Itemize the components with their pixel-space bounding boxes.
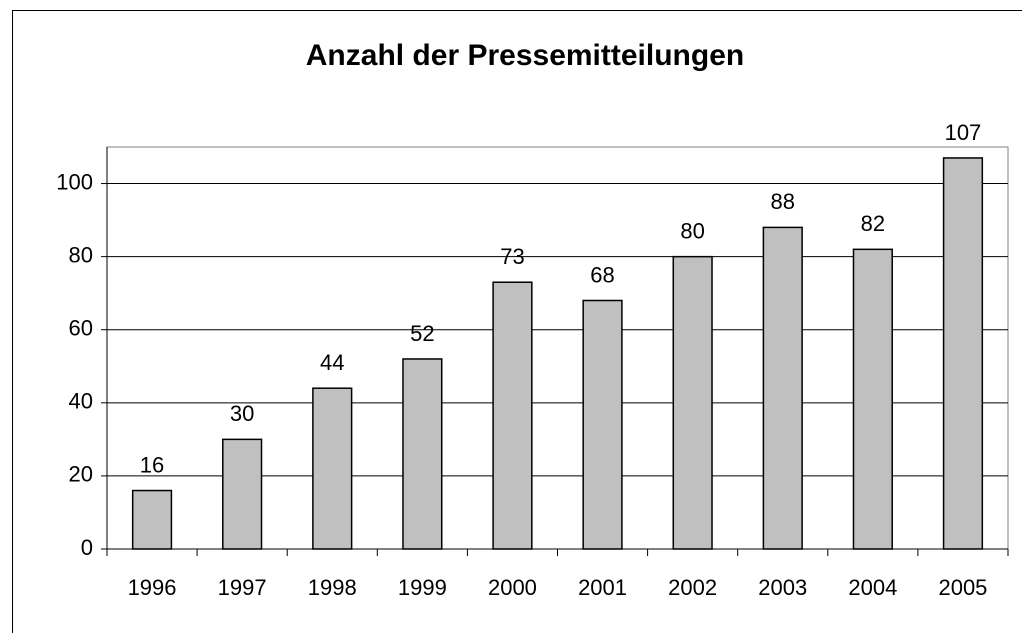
data-label: 30 — [230, 401, 254, 426]
data-label: 88 — [771, 189, 795, 214]
data-label: 73 — [500, 244, 524, 269]
x-tick-label: 1999 — [398, 575, 447, 600]
x-tick-label: 2000 — [488, 575, 537, 600]
x-tick-label: 2002 — [668, 575, 717, 600]
bar — [312, 387, 353, 550]
data-label: 82 — [861, 211, 885, 236]
y-tick-label: 60 — [69, 316, 93, 341]
chart-title: Anzahl der Pressemitteilungen — [306, 39, 744, 72]
bar — [672, 255, 713, 550]
bar — [492, 281, 533, 550]
bar — [131, 489, 173, 550]
x-tick-label: 2003 — [758, 575, 807, 600]
x-tick-label: 1997 — [218, 575, 267, 600]
y-tick-label: 0 — [81, 535, 93, 560]
x-tick-label: 2001 — [578, 575, 627, 600]
y-tick-label: 40 — [69, 389, 93, 414]
y-tick-label: 80 — [69, 242, 93, 267]
data-label: 68 — [590, 262, 614, 287]
data-label: 44 — [320, 350, 344, 375]
x-tick-label: 2004 — [848, 575, 897, 600]
bar — [222, 438, 263, 550]
data-label: 52 — [410, 321, 434, 346]
data-label: 107 — [945, 120, 982, 145]
x-tick-label: 1996 — [128, 575, 177, 600]
data-label: 16 — [140, 452, 164, 477]
x-tick-label: 2005 — [938, 575, 987, 600]
bar — [852, 248, 893, 550]
x-tick-label: 1998 — [308, 575, 357, 600]
bar — [762, 226, 803, 550]
bar — [582, 299, 623, 550]
y-tick-label: 20 — [69, 462, 93, 487]
bar — [942, 157, 984, 550]
data-label: 80 — [680, 218, 704, 243]
bar — [402, 358, 443, 550]
y-tick-label: 100 — [56, 169, 93, 194]
